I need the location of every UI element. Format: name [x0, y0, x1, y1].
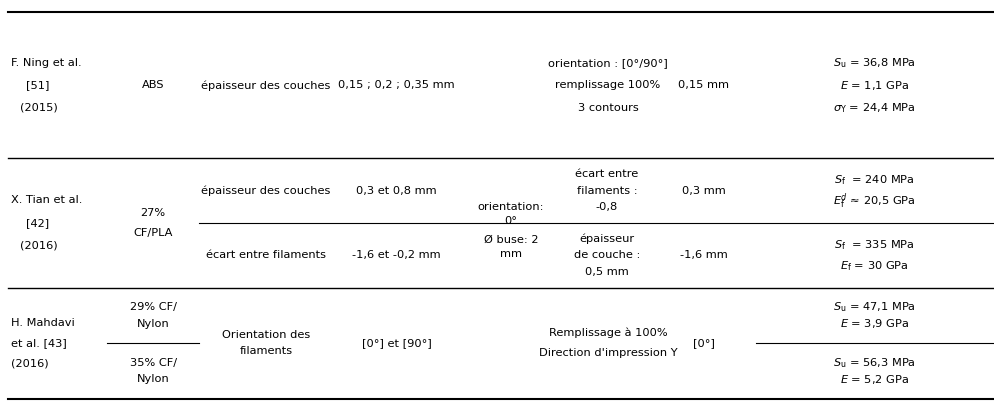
Text: (2016): (2016)	[20, 240, 58, 251]
Text: 0,15 ; 0,2 ; 0,35 mm: 0,15 ; 0,2 ; 0,35 mm	[338, 80, 454, 90]
Text: $E_{\mathrm{f}}^{d}$ ≈ 20,5 GPa: $E_{\mathrm{f}}^{d}$ ≈ 20,5 GPa	[833, 191, 914, 211]
Text: 0,15 mm: 0,15 mm	[678, 80, 729, 90]
Text: orientation:: orientation:	[477, 201, 544, 212]
Text: écart entre: écart entre	[575, 169, 638, 179]
Text: 27%: 27%	[140, 208, 166, 218]
Text: F. Ning et al.: F. Ning et al.	[11, 58, 82, 68]
Text: [0°]: [0°]	[693, 338, 714, 348]
Text: 0,5 mm: 0,5 mm	[584, 267, 628, 277]
Text: 35% CF/: 35% CF/	[129, 358, 177, 368]
Text: 0,3 mm: 0,3 mm	[682, 186, 725, 196]
Text: 0°: 0°	[504, 216, 517, 226]
Text: $E$ = 5,2 GPa: $E$ = 5,2 GPa	[839, 373, 909, 386]
Text: [51]: [51]	[26, 80, 49, 90]
Text: $E_{\mathrm{f}}$ = 30 GPa: $E_{\mathrm{f}}$ = 30 GPa	[839, 259, 909, 272]
Text: Direction d'impression Y: Direction d'impression Y	[538, 349, 677, 358]
Text: (2015): (2015)	[20, 103, 58, 113]
Text: et al. [43]: et al. [43]	[11, 338, 67, 348]
Text: orientation : [0°/90°]: orientation : [0°/90°]	[548, 58, 667, 68]
Text: 0,3 et 0,8 mm: 0,3 et 0,8 mm	[356, 186, 436, 196]
Text: 3 contours: 3 contours	[577, 103, 638, 113]
Text: Orientation des: Orientation des	[222, 330, 310, 340]
Text: Nylon: Nylon	[137, 319, 169, 329]
Text: $\sigma_{\mathrm{Y}}$ = 24,4 MPa: $\sigma_{\mathrm{Y}}$ = 24,4 MPa	[832, 101, 915, 115]
Text: 29% CF/: 29% CF/	[129, 302, 177, 312]
Text: [0°] et [90°]: [0°] et [90°]	[361, 338, 431, 348]
Text: CF/PLA: CF/PLA	[133, 228, 173, 238]
Text: Remplissage à 100%: Remplissage à 100%	[548, 328, 667, 338]
Text: Nylon: Nylon	[137, 374, 169, 384]
Text: $S_{\mathrm{u}}$ = 56,3 MPa: $S_{\mathrm{u}}$ = 56,3 MPa	[832, 356, 915, 369]
Text: X. Tian et al.: X. Tian et al.	[11, 195, 83, 206]
Text: -1,6 et -0,2 mm: -1,6 et -0,2 mm	[352, 250, 440, 260]
Text: $E$ = 1,1 GPa: $E$ = 1,1 GPa	[839, 79, 909, 92]
Text: $E$ = 3,9 GPa: $E$ = 3,9 GPa	[839, 317, 909, 330]
Text: de couche :: de couche :	[574, 250, 639, 260]
Text: filaments: filaments	[240, 346, 292, 356]
Text: $S_{\mathrm{u}}$ = 47,1 MPa: $S_{\mathrm{u}}$ = 47,1 MPa	[832, 300, 915, 314]
Text: Ø buse: 2: Ø buse: 2	[483, 234, 538, 245]
Text: épaisseur des couches: épaisseur des couches	[201, 185, 331, 196]
Text: $S_{\mathrm{f}}$  = 240 MPa: $S_{\mathrm{f}}$ = 240 MPa	[834, 173, 913, 187]
Text: H. Mahdavi: H. Mahdavi	[11, 318, 75, 328]
Text: remplissage 100%: remplissage 100%	[555, 80, 660, 90]
Text: -1,6 mm: -1,6 mm	[680, 250, 727, 260]
Text: $S_{\mathrm{u}}$ = 36,8 MPa: $S_{\mathrm{u}}$ = 36,8 MPa	[832, 56, 915, 69]
Text: épaisseur des couches: épaisseur des couches	[201, 80, 331, 90]
Text: mm: mm	[499, 249, 522, 259]
Text: épaisseur: épaisseur	[579, 233, 634, 244]
Text: écart entre filaments: écart entre filaments	[206, 250, 326, 260]
Text: $S_{\mathrm{f}}$  = 335 MPa: $S_{\mathrm{f}}$ = 335 MPa	[834, 238, 913, 252]
Text: [42]: [42]	[26, 218, 49, 228]
Text: (2016): (2016)	[11, 358, 49, 369]
Text: -0,8: -0,8	[595, 202, 617, 212]
Text: filaments :: filaments :	[577, 186, 636, 196]
Text: ABS: ABS	[142, 80, 164, 90]
